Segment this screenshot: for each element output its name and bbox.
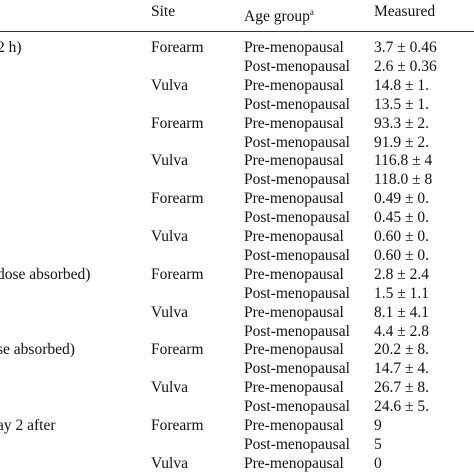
measured-value: 13.5 ± 1. xyxy=(374,95,430,113)
site: Forearm xyxy=(151,417,204,434)
site: Vulva xyxy=(151,228,188,245)
header-age-group-text: Age group xyxy=(244,8,310,25)
measured-value: 2.8 ± 2.4 xyxy=(374,265,430,283)
measured-value: 0.60 ± 0. xyxy=(374,228,430,245)
age-group: Post-menopausal xyxy=(244,95,350,113)
measured-value: 5 xyxy=(374,435,382,453)
age-group: Pre-menopausal xyxy=(244,379,344,397)
site: Vulva xyxy=(151,76,188,94)
measured-value: 0.60 ± 0. xyxy=(374,246,430,264)
age-group: Post-menopausal xyxy=(244,322,350,340)
measured-value: 0.45 ± 0. xyxy=(374,209,430,227)
site: Forearm xyxy=(151,39,204,56)
age-group: Pre-menopausal xyxy=(244,190,344,208)
row-label: ay 2 after xyxy=(0,417,56,434)
site: Vulva xyxy=(151,152,188,170)
header-measured: Measured xyxy=(374,3,436,20)
row-label: dose absorbed) xyxy=(0,265,91,283)
age-group: Pre-menopausal xyxy=(244,303,344,321)
measured-value: 14.7 ± 4. xyxy=(374,360,430,378)
age-group: Pre-menopausal xyxy=(244,152,344,170)
measured-value: 91.9 ± 2. xyxy=(374,133,430,151)
site: Forearm xyxy=(151,341,204,359)
age-group: Pre-menopausal xyxy=(244,417,344,434)
age-group: Pre-menopausal xyxy=(244,114,344,132)
age-group: Post-menopausal xyxy=(244,284,350,302)
row-label: 2 h) xyxy=(0,39,22,56)
header-age-group: Age groupa xyxy=(244,3,314,26)
measured-value: 4.4 ± 2.8 xyxy=(374,322,430,340)
age-group: Post-menopausal xyxy=(244,398,350,416)
age-group: Post-menopausal xyxy=(244,209,350,227)
header-rule xyxy=(0,31,474,32)
site: Vulva xyxy=(151,379,188,397)
age-group: Pre-menopausal xyxy=(244,228,344,245)
age-group: Post-menopausal xyxy=(244,133,350,151)
measured-value: 118.0 ± 8 xyxy=(374,171,433,189)
age-group: Pre-menopausal xyxy=(244,76,344,94)
measured-value: 0 xyxy=(374,454,382,472)
age-group: Pre-menopausal xyxy=(244,341,344,359)
measured-value: 0.49 ± 0. xyxy=(374,190,430,208)
age-group: Post-menopausal xyxy=(244,360,350,378)
age-group: Post-menopausal xyxy=(244,435,350,453)
measured-value: 2.6 ± 0.36 xyxy=(374,57,437,75)
measured-value: 14.8 ± 1. xyxy=(374,76,430,94)
site: Vulva xyxy=(151,454,188,472)
header-site: Site xyxy=(151,3,176,20)
measured-value: 93.3 ± 2. xyxy=(374,114,430,132)
age-group: Post-menopausal xyxy=(244,57,350,75)
site: Forearm xyxy=(151,190,204,208)
header-footnote-mark: a xyxy=(309,7,314,17)
age-group: Post-menopausal xyxy=(244,171,350,189)
age-group: Post-menopausal xyxy=(244,246,350,264)
measured-value: 1.5 ± 1.1 xyxy=(374,284,430,302)
row-label: se absorbed) xyxy=(0,341,75,359)
site: Forearm xyxy=(151,265,204,283)
age-group: Pre-menopausal xyxy=(244,265,344,283)
site: Vulva xyxy=(151,303,188,321)
measured-value: 24.6 ± 5. xyxy=(374,398,430,416)
site: Forearm xyxy=(151,114,204,132)
measured-value: 9 xyxy=(374,417,382,434)
measured-value: 116.8 ± 4 xyxy=(374,152,433,170)
measured-value: 8.1 ± 4.1 xyxy=(374,303,430,321)
age-group: Pre-menopausal xyxy=(244,454,344,472)
measured-value: 20.2 ± 8. xyxy=(374,341,430,359)
age-group: Pre-menopausal xyxy=(244,39,344,56)
measured-value: 3.7 ± 0.46 xyxy=(374,39,437,56)
measured-value: 26.7 ± 8. xyxy=(374,379,430,397)
